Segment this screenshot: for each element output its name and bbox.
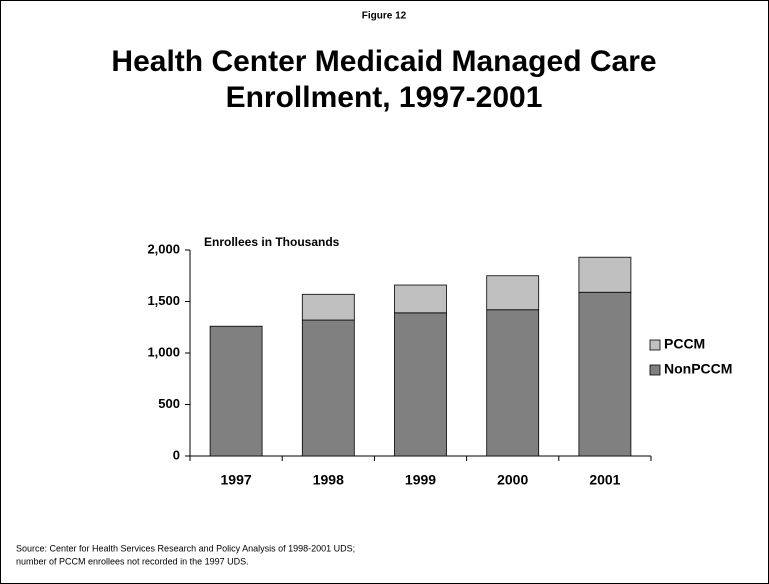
source: Source: Center for Health Services Resea…	[16, 543, 355, 553]
x-tick-label: 2001	[589, 472, 620, 488]
bar-segment	[486, 275, 540, 311]
y-axis-label: Enrollees in Thousands	[204, 235, 340, 249]
bar-segment	[578, 256, 632, 293]
x-tick-label: 1998	[313, 472, 344, 488]
bar-segment	[486, 309, 540, 457]
y-tick-label: 1,500	[147, 293, 180, 308]
bar-segment	[394, 284, 447, 314]
bar-segment	[578, 291, 632, 457]
x-tick-label: 1997	[221, 472, 252, 488]
bar-segment	[209, 325, 263, 457]
y-tick-label: 1,000	[147, 344, 180, 359]
source: number of PCCM enrollees not recorded in…	[16, 556, 249, 566]
legend-swatch	[649, 364, 661, 376]
y-tick-label: 2,000	[147, 241, 180, 256]
bar-segment	[301, 319, 355, 457]
x-tick-label: 1999	[405, 472, 436, 488]
legend-label: NonPCCM	[664, 361, 732, 377]
y-tick-label: 0	[173, 447, 180, 462]
bar-segment	[301, 293, 355, 321]
y-tick-label: 500	[158, 396, 180, 411]
legend-swatch	[649, 339, 661, 351]
bar-segment	[394, 312, 447, 457]
chart-title: Health Center Medicaid Managed Care Enro…	[111, 45, 657, 114]
x-tick-label: 2000	[497, 472, 528, 488]
legend-label: PCCM	[664, 336, 705, 352]
figure-label: Figure 12	[362, 11, 407, 22]
